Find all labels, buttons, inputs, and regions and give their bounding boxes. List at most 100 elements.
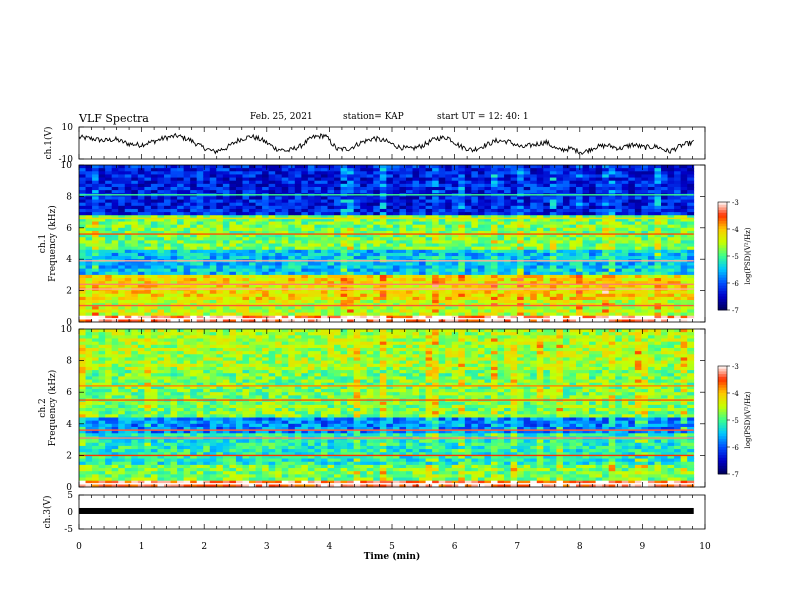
spectrogram-cell [445, 234, 453, 238]
spectrogram-cell [523, 174, 531, 178]
spectrogram-cell [661, 174, 668, 178]
spectrogram-cell [608, 268, 616, 273]
spectrogram-cell [386, 281, 394, 285]
spectrogram-cell [347, 205, 355, 210]
spectrogram-cell [497, 284, 505, 288]
spectrogram-cell [249, 196, 256, 200]
spectrogram-cell [615, 212, 623, 216]
spectrogram-cell [595, 262, 603, 266]
spectrogram-cell [432, 293, 440, 298]
spectrogram-cell [582, 215, 590, 219]
spectrogram-cell [105, 315, 113, 320]
spectrogram-cell [124, 268, 132, 273]
spectrogram-cell [347, 312, 355, 317]
spectrogram-cell [131, 183, 139, 188]
spectrogram-cell [680, 246, 688, 251]
spectrogram-cell [523, 221, 531, 226]
spectrogram-cell [425, 234, 433, 238]
spectrogram-cell [275, 199, 283, 204]
spectrogram-cell [307, 180, 315, 185]
spectrogram-cell [419, 215, 426, 219]
spectrogram-cell [353, 183, 361, 188]
spectrogram-cell [680, 278, 688, 282]
spectrogram-cell [667, 271, 675, 276]
spectrogram-cell [510, 274, 518, 279]
spectrogram-cell [412, 221, 420, 226]
spectrogram-cell [327, 281, 335, 285]
spectrogram-cell [654, 218, 662, 222]
spectrogram-cell [301, 243, 309, 248]
spectrogram-cell [177, 278, 185, 282]
spectrogram-cell [268, 274, 276, 279]
spectrogram-cell [320, 240, 328, 244]
spectrogram-cell [504, 306, 512, 310]
spectrogram-cell [222, 218, 230, 222]
spectrogram-cell [209, 168, 217, 172]
spectrogram-cell [491, 306, 498, 310]
spectrogram-cell [536, 208, 544, 213]
spectrogram-cell [118, 309, 126, 313]
spectrogram-cell [680, 293, 688, 298]
spectrogram-cell [301, 296, 309, 301]
spectrogram-cell [615, 205, 623, 210]
spectrogram-cell [288, 177, 296, 182]
spectrogram-cell [589, 271, 597, 276]
spectrogram-cell [510, 293, 518, 298]
spectrogram-cell [556, 237, 564, 241]
spectrogram-cell [517, 177, 525, 182]
spectrogram-cell [275, 252, 283, 257]
spectrogram-cell [425, 168, 433, 172]
spectrogram-cell [621, 196, 629, 200]
spectrogram-cell [504, 221, 512, 226]
spectrogram-cell [118, 237, 126, 241]
spectrogram-cell [262, 224, 270, 229]
spectrogram-cell [118, 293, 126, 298]
spectrogram-cell [569, 290, 577, 295]
spectrogram-cell [392, 227, 400, 232]
spectrogram-cell [471, 290, 479, 295]
spectrogram-cell [320, 202, 328, 207]
spectrogram-cell [464, 174, 472, 178]
spectrogram-cell [327, 227, 335, 232]
spectrogram-cell [412, 208, 420, 213]
spectrogram-cell [209, 278, 217, 282]
spectrogram-cell [562, 165, 570, 169]
spectrogram-cell [170, 300, 178, 304]
spectrogram-cell [438, 240, 446, 244]
spectrogram-cell [170, 312, 178, 317]
spectrogram-cell [615, 165, 623, 169]
spectrogram-cell [549, 265, 557, 270]
spectrogram-cell [353, 196, 361, 200]
spectrogram-cell [399, 318, 407, 323]
spectrogram-cell [680, 177, 688, 182]
spectrogram-cell [484, 237, 492, 241]
spectrogram-cell [445, 290, 453, 295]
spectrogram-cell [661, 240, 668, 244]
spectrogram-cell [510, 202, 518, 207]
spectrogram-cell [674, 202, 682, 207]
spectrogram-cell [242, 212, 250, 216]
spectrogram-cell [157, 315, 165, 320]
spectrogram-cell [530, 249, 538, 254]
spectrogram-cell [255, 249, 263, 254]
spectrogram-cell [360, 240, 368, 244]
spectrogram-cell [340, 177, 348, 182]
spectrogram-cell [628, 199, 636, 204]
spectrogram-cell [543, 274, 551, 279]
spectrogram-cell [576, 202, 583, 207]
spectrogram-cell [432, 190, 440, 194]
spectrogram-cell [255, 218, 263, 222]
spectrogram-cell [647, 309, 655, 313]
spectrogram-cell [340, 296, 348, 301]
spectrogram-cell [242, 221, 250, 226]
spectrogram-cell [661, 212, 668, 216]
spectrogram-cell [661, 278, 668, 282]
spectrogram-cell [451, 246, 459, 251]
spectrogram-cell [497, 183, 505, 188]
spectrogram-cell [464, 212, 472, 216]
spectrogram-cell [661, 293, 668, 298]
spectrogram-cell [392, 230, 400, 235]
spectrogram-cell [471, 230, 479, 235]
spectrogram-cell [569, 218, 577, 222]
spectrogram-cell [484, 234, 492, 238]
